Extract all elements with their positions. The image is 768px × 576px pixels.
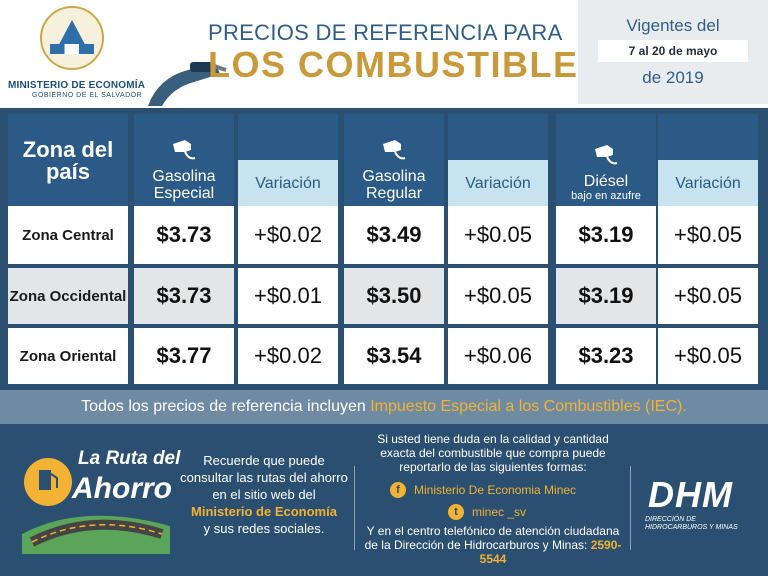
price-cell: $3.19 (556, 268, 656, 324)
ruta-title-line2: Ahorro (72, 472, 172, 505)
variation-cell: +$0.02 (238, 206, 338, 264)
zone-name: Zona Occidental (8, 268, 128, 324)
blank-cell (658, 114, 758, 160)
dhm-logo: DHM (648, 474, 733, 515)
price-cell: $3.49 (344, 206, 444, 264)
note-text: Todos los precios de referencia incluyen (81, 398, 366, 415)
validity-year: de 2019 (642, 68, 704, 87)
fuel-header-diesel: Diésel bajo en azufre (556, 114, 656, 208)
variation-cell: +$0.05 (448, 206, 548, 264)
price-table: Zona del país Gasolina Especial Variació… (0, 108, 768, 428)
facebook-label: Ministerio De Economia Minec (414, 483, 577, 497)
price-cell: $3.73 (134, 206, 234, 264)
ruta-title-line1: La Ruta del (78, 448, 181, 469)
fuel-name: Gasolina Especial (152, 168, 216, 202)
variation-cell: +$0.05 (658, 328, 758, 384)
fuel-pump-icon (383, 140, 406, 160)
title-line2: LOS COMBUSTIBLES (208, 44, 605, 85)
reminder-text: Recuerde que puede consultar las rutas d… (180, 452, 348, 537)
fuel-nozzle-icon (148, 62, 227, 106)
ministry-subtitle: GOBIERNO DE EL SALVADOR (32, 92, 143, 99)
variation-header: Variación (448, 160, 548, 208)
zone-name: Zona Oriental (8, 328, 128, 384)
footer: La Ruta del Ahorro Recuerde que puede co… (0, 428, 768, 576)
note-highlight: Impuesto Especial a los Combustibles (IE… (370, 398, 687, 415)
blank-cell (238, 114, 338, 160)
price-cell: $3.77 (134, 328, 234, 384)
price-cell: $3.23 (556, 328, 656, 384)
variation-cell: +$0.06 (448, 328, 548, 384)
title-line1: PRECIOS DE REFERENCIA PARA (208, 20, 563, 45)
tax-note: Todos los precios de referencia incluyen… (0, 390, 768, 424)
variation-cell: +$0.02 (238, 328, 338, 384)
phone-number[interactable]: 2590-5544 (479, 538, 622, 566)
variation-cell: +$0.05 (658, 206, 758, 264)
fuel-header-regular: Gasolina Regular (344, 114, 444, 208)
variation-cell: +$0.01 (238, 268, 338, 324)
fuel-pump-icon (595, 145, 618, 165)
header: MINISTERIO DE ECONOMÍA GOBIERNO DE EL SA… (0, 0, 768, 108)
validity-dates: 7 al 20 de mayo (598, 40, 748, 62)
seal-icon (40, 6, 104, 70)
fuel-name: Diésel (583, 173, 629, 190)
reminder-end: y sus redes sociales. (203, 521, 325, 536)
validity-box: Vigentes del 7 al 20 de mayo de 2019 (578, 0, 768, 104)
twitter-link[interactable]: t minec _sv (448, 504, 526, 520)
facebook-icon: f (390, 482, 406, 498)
variation-cell: +$0.05 (658, 268, 758, 324)
contact-intro: Si usted tiene duda en la calidad y cant… (377, 432, 609, 474)
phone-info: Y en el centro telefónico de atención ci… (360, 524, 626, 566)
price-cell: $3.73 (134, 268, 234, 324)
price-cell: $3.50 (344, 268, 444, 324)
price-cell: $3.19 (556, 206, 656, 264)
validity-top: Vigentes del (626, 16, 720, 35)
reminder-link[interactable]: Ministerio de Economía (191, 504, 337, 519)
fuel-header-especial: Gasolina Especial (134, 114, 234, 208)
twitter-icon: t (448, 504, 464, 520)
variation-header: Variación (658, 160, 758, 208)
fuel-name: Gasolina Regular (362, 168, 426, 202)
price-cell: $3.54 (344, 328, 444, 384)
variation-header: Variación (238, 160, 338, 208)
reminder-body: Recuerde que puede consultar las rutas d… (180, 453, 348, 502)
fuel-pump-icon (173, 140, 196, 160)
ruta-ahorro-logo (22, 458, 170, 554)
divider (630, 466, 631, 550)
facebook-link[interactable]: f Ministerio De Economia Minec (390, 482, 576, 498)
divider (354, 466, 355, 550)
variation-cell: +$0.05 (448, 268, 548, 324)
dhm-subtitle: DIRECCIÓN DE HIDROCARBUROS Y MINAS (645, 516, 738, 531)
twitter-label: minec _sv (472, 505, 527, 519)
blank-cell (448, 114, 548, 160)
fuel-sub: bajo en azufre (571, 190, 641, 202)
zone-header: Zona del país (8, 114, 128, 208)
ministry-name: MINISTERIO DE ECONOMÍA (8, 80, 146, 91)
zone-name: Zona Central (8, 206, 128, 264)
phone-intro: Y en el centro telefónico de atención ci… (364, 524, 620, 552)
